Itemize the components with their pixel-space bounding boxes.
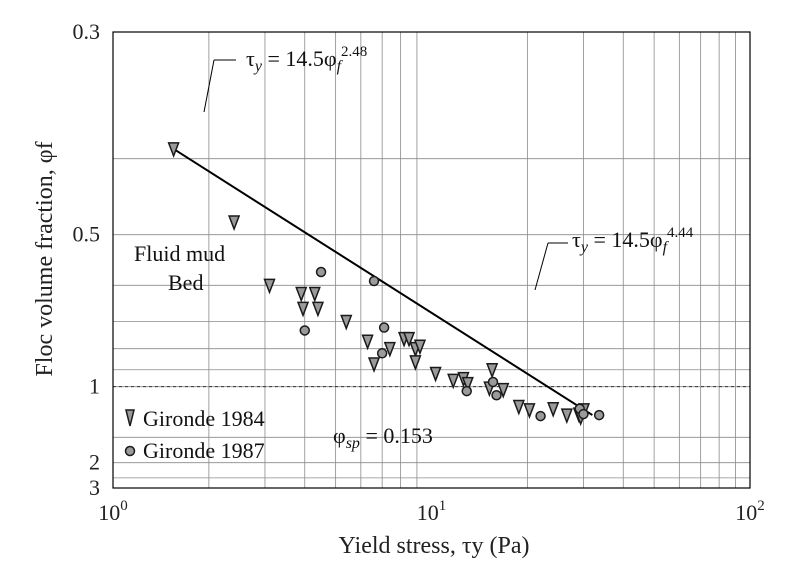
data-point-series-0 [311,301,325,318]
fluid-mud-label: Fluid mud [134,241,225,266]
plot-frame [112,31,751,489]
data-point-series-0 [447,373,460,390]
fit-line [173,148,593,416]
y-tick-label: 0.5 [73,222,101,247]
data-point-series-0 [560,408,573,425]
data-point-series-0 [402,331,416,348]
legend-label-gironde-1984: Gironde 1984 [143,406,265,431]
y-tick-label: 0.3 [73,19,101,44]
data-point-series-0 [409,355,422,372]
data-point-series-0 [461,376,474,393]
x-tick-label: 100 [98,498,128,525]
data-point-series-0 [167,142,180,159]
data-point-series-0 [367,357,381,374]
fit-equation-lower: τy = 14.5φf4.44 [572,225,694,256]
data-point-series-0 [295,286,308,303]
data-points [167,142,605,427]
data-point-series-1 [578,408,589,420]
data-point-series-1 [491,390,502,401]
data-point-series-0 [547,402,560,418]
data-point-series-1 [376,348,388,359]
legend-marker-gironde-1984 [125,409,135,427]
x-tick-label: 101 [417,498,447,525]
data-point-series-0 [429,366,442,383]
eq2-arrow [534,242,549,291]
eq1-arrow [203,59,215,113]
data-point-series-0 [486,363,499,379]
data-point-series-0 [523,403,536,419]
fit-equation-upper: τy = 14.5φf2.48 [246,44,367,75]
data-point-series-1 [593,409,605,421]
data-point-series-1 [535,410,546,422]
x-axis-title: Yield stress, τy (Pa) [339,533,530,559]
tick-labels: 100 101 102 0.3 0.5 1 23 [73,19,765,525]
data-point-series-0 [340,314,353,331]
data-point-series-1 [378,322,390,333]
data-point-series-0 [296,301,310,318]
bed-label: Bed [168,270,203,295]
data-point-series-1 [299,325,311,336]
data-point-series-1 [368,275,380,287]
legend-marker-gironde-1987 [124,445,136,457]
legend: Gironde 1984 Gironde 1987 [124,406,265,463]
data-point-series-0 [263,278,276,295]
data-point-series-1 [461,385,472,397]
x-tick-label: 102 [735,498,765,525]
y-tick-label: 3 [89,475,100,500]
data-point-series-0 [308,286,321,303]
legend-label-gironde-1987: Gironde 1987 [143,438,265,463]
data-point-series-0 [512,399,525,416]
phi-sp-annotation: φsp = 0.153 [333,423,433,452]
y-tick-label: 2 [89,450,100,475]
data-point-series-1 [315,266,327,278]
data-point-series-0 [228,215,241,232]
data-point-series-0 [383,341,396,358]
y-axis-title: Floc volume fraction, φf [32,141,58,376]
data-point-series-1 [487,376,499,388]
data-point-series-0 [497,382,510,399]
data-point-series-0 [413,339,427,356]
y-tick-label: 1 [89,374,100,399]
data-point-series-0 [361,334,374,351]
